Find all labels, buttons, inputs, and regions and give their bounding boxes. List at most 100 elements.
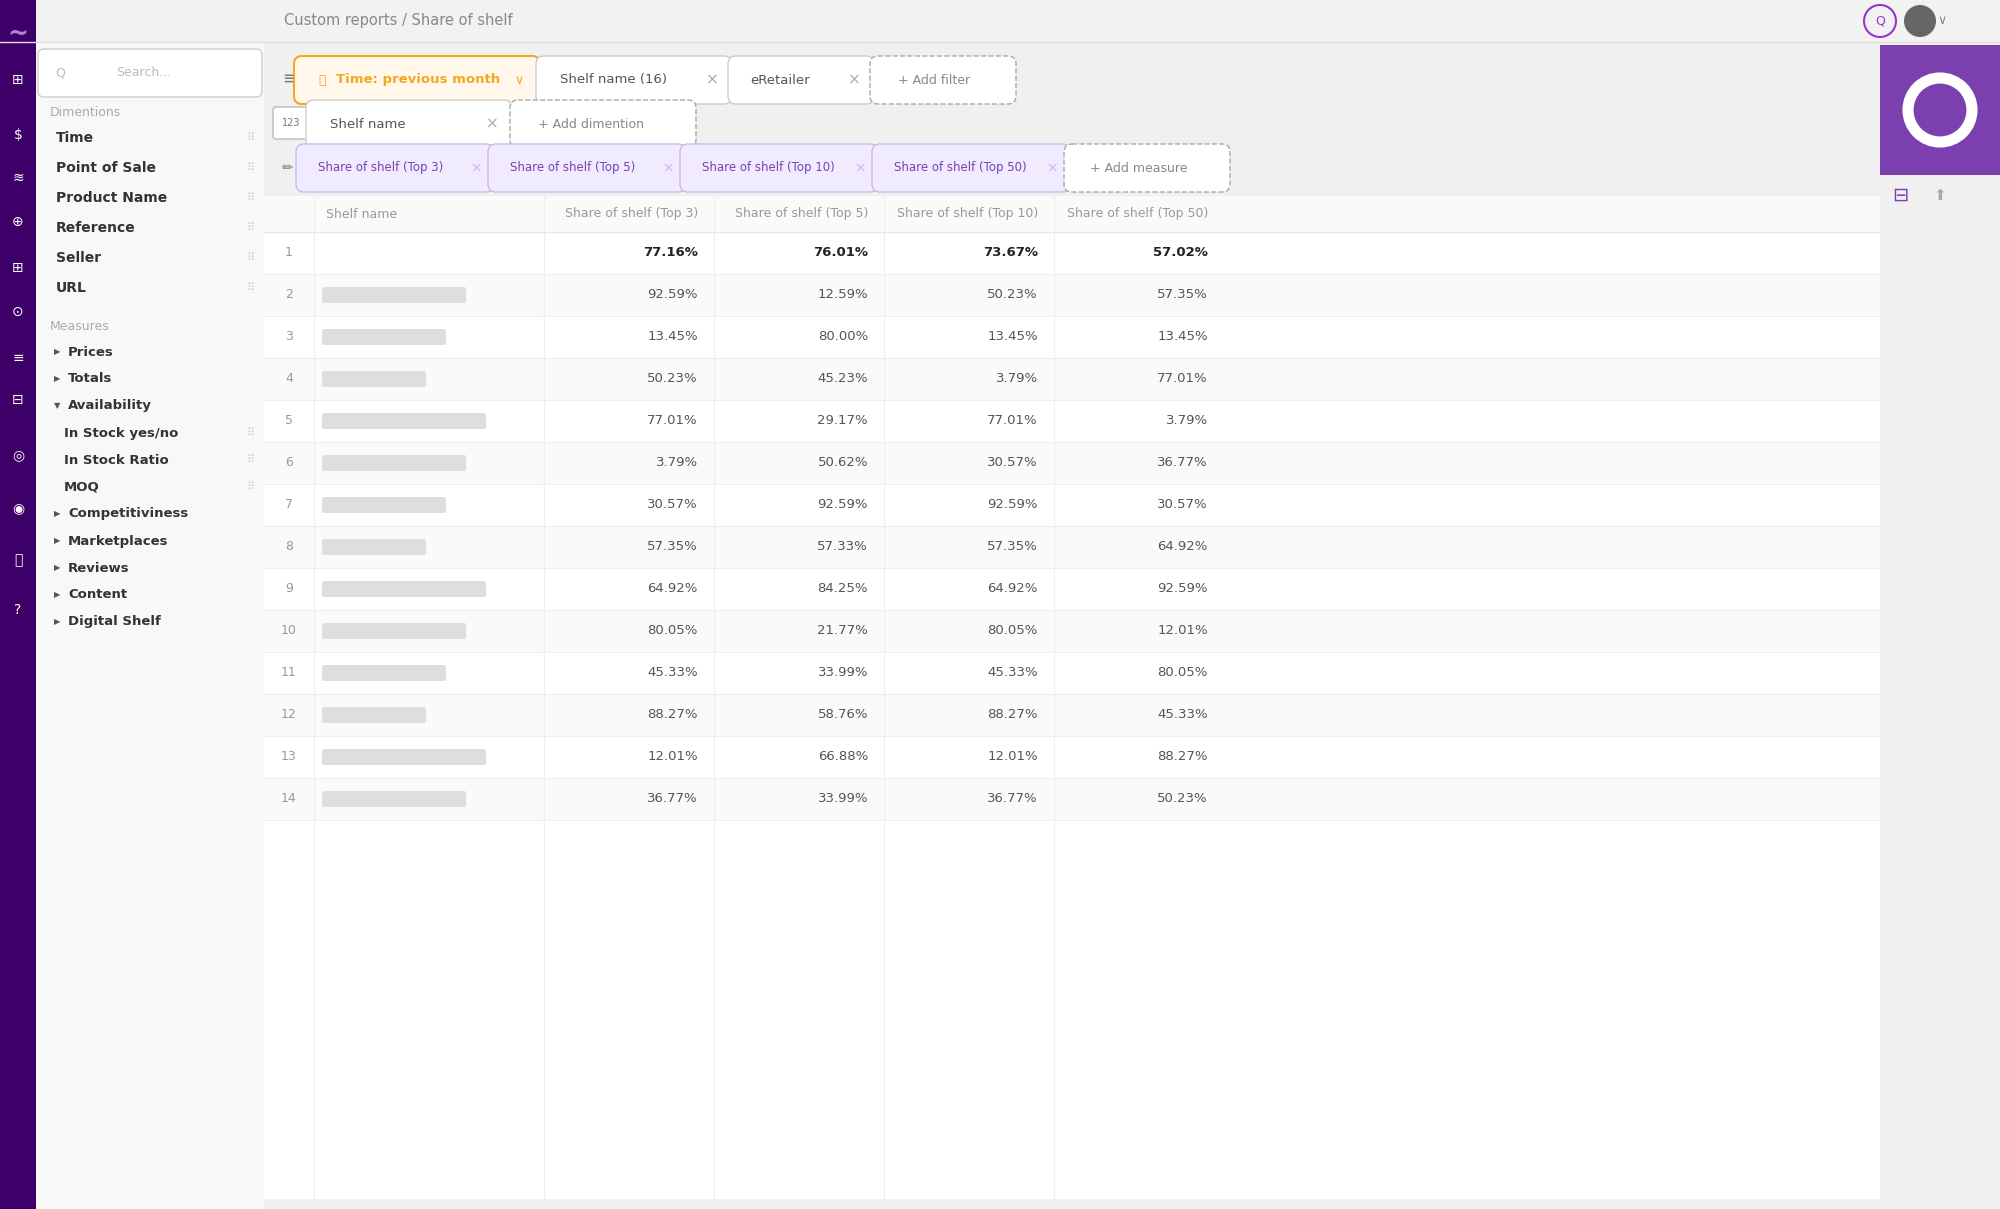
Text: ▼: ▼ [54, 401, 60, 411]
Text: Product Name: Product Name [56, 191, 168, 206]
FancyBboxPatch shape [1064, 144, 1230, 192]
FancyBboxPatch shape [680, 144, 878, 192]
Text: 5: 5 [286, 415, 292, 428]
Text: 21.77%: 21.77% [818, 625, 868, 637]
Text: 12.01%: 12.01% [1158, 625, 1208, 637]
FancyBboxPatch shape [38, 50, 262, 97]
Text: 30.57%: 30.57% [988, 457, 1038, 469]
Text: 13: 13 [282, 751, 296, 764]
Text: 3.79%: 3.79% [1166, 415, 1208, 428]
Text: + Add filter: + Add filter [898, 74, 970, 87]
Text: 123: 123 [282, 118, 300, 128]
Text: ⠿: ⠿ [246, 455, 254, 465]
Text: 3.79%: 3.79% [656, 457, 698, 469]
Text: ×: × [706, 73, 718, 87]
FancyBboxPatch shape [322, 413, 486, 429]
Text: ∨: ∨ [514, 74, 524, 87]
Text: Search...: Search... [116, 66, 172, 80]
Text: 4: 4 [286, 372, 292, 386]
Text: 45.33%: 45.33% [1158, 708, 1208, 722]
Text: ⊟: ⊟ [1892, 185, 1908, 204]
Text: Shelf name: Shelf name [330, 117, 406, 131]
Text: ▶: ▶ [54, 537, 60, 545]
FancyBboxPatch shape [264, 274, 1880, 316]
Text: 33.99%: 33.99% [818, 666, 868, 679]
Text: Share of shelf (Top 3): Share of shelf (Top 3) [564, 208, 698, 220]
Text: ≋: ≋ [12, 170, 24, 185]
Text: 10: 10 [282, 625, 296, 637]
Text: Shelf name (16): Shelf name (16) [560, 74, 668, 87]
Text: 57.35%: 57.35% [988, 540, 1038, 554]
Text: In Stock Ratio: In Stock Ratio [64, 453, 168, 467]
FancyBboxPatch shape [296, 144, 494, 192]
Text: ▶: ▶ [54, 347, 60, 357]
Text: 33.99%: 33.99% [818, 793, 868, 805]
Text: 11: 11 [282, 666, 296, 679]
Text: 12.01%: 12.01% [648, 751, 698, 764]
Text: ×: × [1046, 161, 1058, 175]
Text: $: $ [14, 128, 22, 141]
FancyBboxPatch shape [322, 497, 446, 513]
FancyBboxPatch shape [728, 56, 874, 104]
Text: ∨: ∨ [1938, 15, 1946, 28]
Text: ✏: ✏ [282, 161, 294, 175]
Text: 50.23%: 50.23% [988, 289, 1038, 301]
Text: 13.45%: 13.45% [1158, 330, 1208, 343]
Text: 57.02%: 57.02% [1154, 247, 1208, 260]
Text: eRetailer: eRetailer [750, 74, 810, 87]
Text: Point of Sale: Point of Sale [56, 161, 156, 175]
FancyBboxPatch shape [322, 665, 446, 681]
FancyBboxPatch shape [264, 196, 1880, 232]
FancyBboxPatch shape [264, 526, 1880, 568]
Text: 77.01%: 77.01% [648, 415, 698, 428]
Text: 80.05%: 80.05% [1158, 666, 1208, 679]
Text: ~: ~ [8, 22, 28, 46]
Text: ×: × [848, 73, 860, 87]
Text: + Add dimention: + Add dimention [538, 117, 644, 131]
FancyBboxPatch shape [264, 611, 1880, 652]
Text: Shelf name: Shelf name [326, 208, 398, 220]
FancyBboxPatch shape [322, 329, 446, 345]
Text: Seller: Seller [56, 251, 102, 265]
Text: 12.01%: 12.01% [988, 751, 1038, 764]
Text: ≡: ≡ [282, 70, 298, 88]
FancyBboxPatch shape [322, 750, 486, 765]
FancyBboxPatch shape [272, 108, 308, 139]
Text: Marketplaces: Marketplaces [68, 534, 168, 548]
Text: 92.59%: 92.59% [1158, 583, 1208, 596]
Text: ⊕: ⊕ [12, 215, 24, 229]
FancyBboxPatch shape [306, 100, 512, 147]
Text: 92.59%: 92.59% [818, 498, 868, 511]
Text: ⊙: ⊙ [12, 305, 24, 319]
FancyBboxPatch shape [264, 358, 1880, 400]
Text: 88.27%: 88.27% [648, 708, 698, 722]
FancyBboxPatch shape [1880, 45, 2000, 175]
Text: 80.00%: 80.00% [818, 330, 868, 343]
Text: ⠿: ⠿ [246, 222, 254, 233]
Text: 2: 2 [286, 289, 292, 301]
Text: Share of shelf (Top 3): Share of shelf (Top 3) [318, 162, 444, 174]
FancyBboxPatch shape [264, 484, 1880, 526]
FancyBboxPatch shape [36, 0, 264, 1209]
Text: ▶: ▶ [54, 509, 60, 519]
FancyBboxPatch shape [322, 455, 466, 472]
Text: ⠿: ⠿ [246, 133, 254, 143]
Text: 57.35%: 57.35% [648, 540, 698, 554]
Text: 92.59%: 92.59% [988, 498, 1038, 511]
FancyBboxPatch shape [264, 196, 1880, 1199]
Text: ▶: ▶ [54, 563, 60, 573]
Text: 76.01%: 76.01% [812, 247, 868, 260]
Text: 7: 7 [286, 498, 292, 511]
Text: 12: 12 [282, 708, 296, 722]
Text: 88.27%: 88.27% [1158, 751, 1208, 764]
Text: ⏱: ⏱ [318, 74, 326, 87]
FancyBboxPatch shape [488, 144, 686, 192]
Text: ⬆: ⬆ [1934, 187, 1946, 202]
Text: 30.57%: 30.57% [1158, 498, 1208, 511]
Text: 88.27%: 88.27% [988, 708, 1038, 722]
Text: ⠿: ⠿ [246, 253, 254, 264]
Text: Prices: Prices [68, 346, 114, 359]
Text: 36.77%: 36.77% [988, 793, 1038, 805]
Text: 13.45%: 13.45% [648, 330, 698, 343]
FancyBboxPatch shape [0, 0, 2000, 42]
